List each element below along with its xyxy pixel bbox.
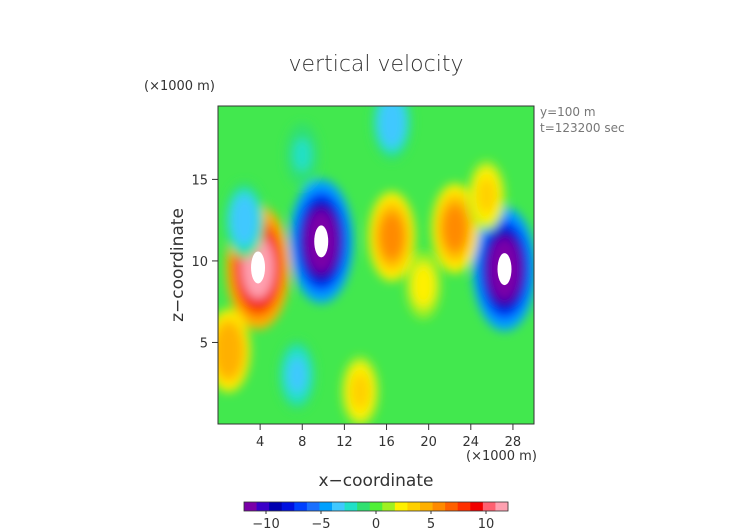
contour-region-10-3 bbox=[350, 373, 370, 410]
colorbar-swatch bbox=[306, 502, 320, 511]
colorbar-swatch bbox=[357, 502, 371, 511]
annotation-y: y=100 m bbox=[540, 105, 596, 119]
extremum-core-0 bbox=[251, 251, 266, 284]
colorbar-swatch bbox=[369, 502, 383, 511]
colorbar-swatch bbox=[281, 502, 295, 511]
y-tick-label: 5 bbox=[200, 336, 208, 351]
x-axis-label: x−coordinate bbox=[319, 471, 434, 491]
contour-region-12-3 bbox=[381, 106, 402, 142]
colorbar-swatch bbox=[319, 502, 333, 511]
y-unit-label: (×1000 m) bbox=[144, 79, 215, 94]
colorbar: −10 −5 0 5 10 bbox=[243, 501, 509, 532]
x-tick-label: 24 bbox=[463, 435, 480, 450]
colorbar-swatch bbox=[432, 502, 446, 511]
x-tick-label: 16 bbox=[378, 435, 395, 450]
x-axis: 4 8 12 16 20 24 28 bbox=[256, 424, 521, 450]
colorbar-swatch bbox=[495, 502, 509, 511]
y-tick-label: 15 bbox=[191, 173, 208, 188]
colorbar-swatch bbox=[244, 502, 257, 511]
contour-region-9-3 bbox=[293, 138, 311, 172]
colorbar-swatch bbox=[407, 502, 421, 511]
x-tick-label: 4 bbox=[256, 435, 264, 450]
colorbar-swatch bbox=[394, 502, 408, 511]
heatmap-field bbox=[218, 106, 534, 424]
contour-region-6-3 bbox=[477, 177, 496, 214]
x-tick-label: 28 bbox=[505, 435, 522, 450]
colorbar-swatch bbox=[269, 502, 283, 511]
contour-region-4-3 bbox=[443, 205, 467, 251]
colorbar-swatch bbox=[470, 502, 484, 511]
y-tick-label: 10 bbox=[191, 255, 208, 270]
colorbar-swatch bbox=[294, 502, 308, 511]
y-axis-label: z−coordinate bbox=[168, 208, 188, 322]
x-tick-label: 8 bbox=[298, 435, 306, 450]
colorbar-tick-label: −5 bbox=[311, 517, 330, 532]
colorbar-swatch bbox=[332, 502, 345, 511]
x-tick-label: 12 bbox=[336, 435, 353, 450]
colorbar-swatch bbox=[256, 502, 270, 511]
x-unit-label: (×1000 m) bbox=[466, 449, 537, 464]
colorbar-swatch bbox=[482, 502, 496, 511]
colorbar-tick-label: 10 bbox=[478, 517, 495, 532]
colorbar-tick-label: 0 bbox=[372, 517, 380, 532]
extremum-core-2 bbox=[497, 253, 512, 286]
colorbar-swatch bbox=[382, 502, 396, 511]
annotation-t: t=123200 sec bbox=[540, 121, 625, 135]
colorbar-tick-label: −10 bbox=[252, 517, 279, 532]
plot-frame bbox=[217, 105, 535, 425]
y-axis: 5 10 15 bbox=[191, 173, 218, 351]
colorbar-tick-label: 5 bbox=[427, 517, 435, 532]
contour-region-11-3 bbox=[287, 357, 307, 393]
colorbar-swatch bbox=[445, 502, 459, 511]
x-tick-label: 20 bbox=[420, 435, 437, 450]
contour-region-3-3 bbox=[380, 213, 404, 260]
colorbar-swatch bbox=[344, 502, 358, 511]
contour-region-8-3 bbox=[234, 200, 255, 240]
colorbar-swatch bbox=[457, 502, 471, 511]
contour-region-7-3 bbox=[218, 329, 240, 372]
extremum-core-1 bbox=[314, 225, 329, 258]
colorbar-swatch bbox=[420, 502, 433, 511]
chart-title: vertical velocity bbox=[288, 52, 463, 77]
contour-region-5-3 bbox=[414, 268, 433, 303]
